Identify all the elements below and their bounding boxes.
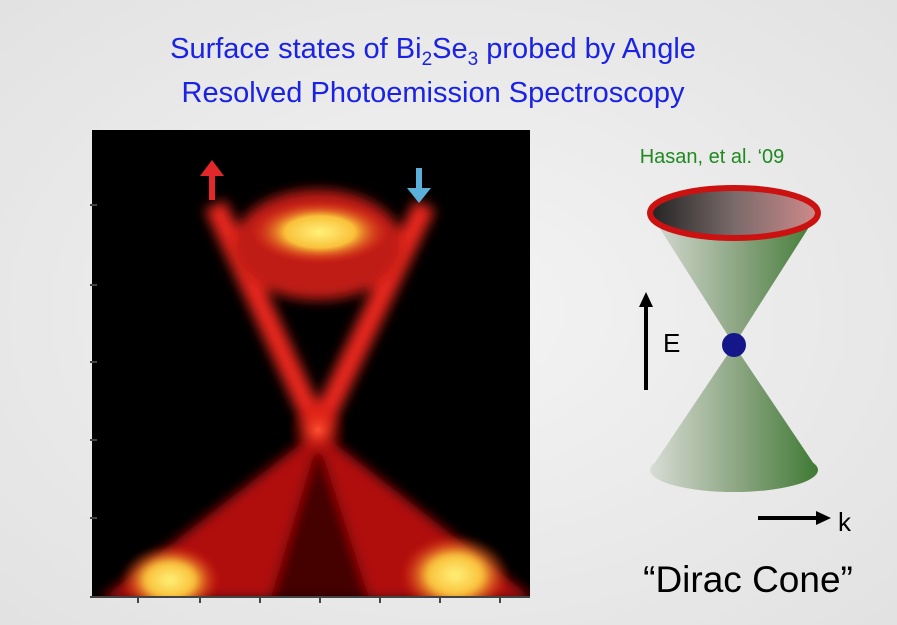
cone-caption: “Dirac Cone”: [643, 559, 853, 600]
title-line1: Surface states of Bi2Se3 probed by Angle: [170, 33, 696, 70]
energy-label: E: [663, 328, 680, 358]
citation: Hasan, et al. ‘09: [640, 146, 785, 168]
arpes-image: [90, 130, 535, 615]
title-line2: Resolved Photoemission Spectroscopy: [182, 77, 685, 109]
momentum-label: k: [838, 507, 852, 537]
slide: Surface states of Bi2Se3 probed by Angle…: [0, 0, 897, 625]
